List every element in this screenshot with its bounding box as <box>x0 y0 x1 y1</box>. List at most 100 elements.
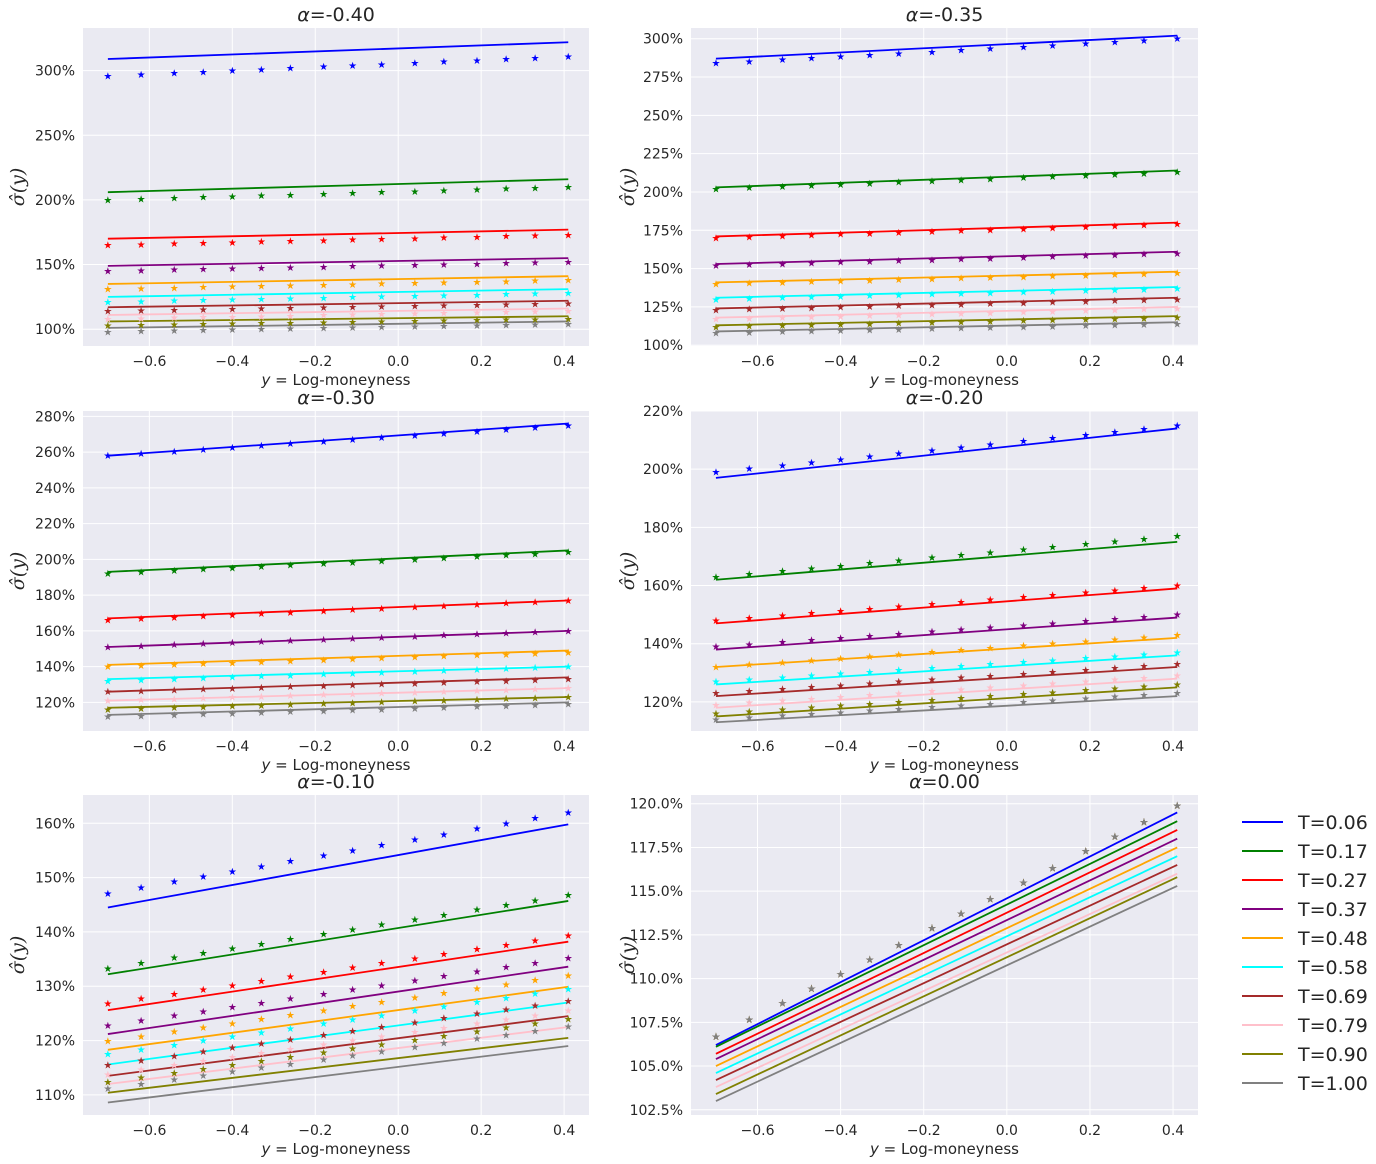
y-tick-label: 175% <box>643 223 683 239</box>
x-axis-rest: = Log-moneyness <box>270 371 410 389</box>
data-point: ★ <box>228 312 237 323</box>
data-point: ★ <box>711 1032 720 1043</box>
data-point: ★ <box>1110 832 1119 843</box>
data-point: ★ <box>957 309 966 320</box>
data-point: ★ <box>377 292 386 303</box>
data-point: ★ <box>1081 271 1090 282</box>
data-point: ★ <box>1081 315 1090 326</box>
data-point: ★ <box>319 929 328 940</box>
data-point: ★ <box>865 691 874 702</box>
x-tick-label: −0.6 <box>740 739 774 755</box>
data-point: ★ <box>531 423 540 434</box>
data-point: ★ <box>228 684 237 695</box>
data-point: ★ <box>531 649 540 660</box>
data-point: ★ <box>531 958 540 969</box>
data-point: ★ <box>170 313 179 324</box>
data-point: ★ <box>257 282 266 293</box>
data-point: ★ <box>286 64 295 75</box>
data-point: ★ <box>228 981 237 992</box>
data-point: ★ <box>137 994 146 1005</box>
data-point: ★ <box>170 1075 179 1086</box>
data-point: ★ <box>103 889 112 900</box>
data-point: ★ <box>865 955 874 966</box>
data-point: ★ <box>170 69 179 80</box>
data-point: ★ <box>1019 42 1028 53</box>
data-point: ★ <box>1019 878 1028 889</box>
data-point: ★ <box>473 824 482 835</box>
data-point: ★ <box>228 1019 237 1030</box>
data-point: ★ <box>1173 249 1182 260</box>
data-point: ★ <box>1048 272 1057 283</box>
data-point: ★ <box>1110 170 1119 181</box>
data-point: ★ <box>439 666 448 677</box>
data-point: ★ <box>928 648 937 659</box>
x-tick-label: −0.2 <box>298 739 332 755</box>
data-point: ★ <box>439 950 448 961</box>
data-point: ★ <box>1139 320 1148 331</box>
data-point: ★ <box>170 320 179 331</box>
data-point: ★ <box>502 980 511 991</box>
data-point: ★ <box>410 431 419 442</box>
data-point: ★ <box>257 609 266 620</box>
data-point: ★ <box>531 299 540 310</box>
data-point: ★ <box>1110 427 1119 438</box>
data-point: ★ <box>228 264 237 275</box>
data-point: ★ <box>1081 616 1090 627</box>
data-point: ★ <box>894 704 903 715</box>
x-tick-label: 0.4 <box>553 354 575 370</box>
data-point: ★ <box>286 691 295 702</box>
data-point: ★ <box>137 70 146 81</box>
data-point: ★ <box>439 1039 448 1050</box>
series-line-T=0.79 <box>107 307 569 316</box>
data-point: ★ <box>439 554 448 565</box>
data-point: ★ <box>137 1079 146 1090</box>
data-point: ★ <box>473 427 482 438</box>
data-point: ★ <box>1019 658 1028 669</box>
data-point: ★ <box>865 51 874 62</box>
data-point: ★ <box>986 683 995 694</box>
data-point: ★ <box>1048 863 1057 874</box>
legend-label: T=0.27 <box>1297 870 1368 892</box>
data-point: ★ <box>1173 421 1182 432</box>
y-tick-label: 112.5% <box>630 928 683 944</box>
data-point: ★ <box>439 652 448 663</box>
data-point: ★ <box>502 676 511 687</box>
series-line-T=1.00 <box>715 321 1178 333</box>
data-point: ★ <box>1019 669 1028 680</box>
data-point: ★ <box>745 305 754 316</box>
data-point: ★ <box>502 321 511 332</box>
data-point: ★ <box>957 701 966 712</box>
data-point: ★ <box>286 994 295 1005</box>
data-point: ★ <box>286 439 295 450</box>
series-line-T=0.06 <box>715 34 1178 60</box>
x-axis-var: y <box>869 1140 880 1158</box>
data-point: ★ <box>836 312 845 323</box>
data-point: ★ <box>348 689 357 700</box>
data-point: ★ <box>170 613 179 624</box>
data-point: ★ <box>1173 284 1182 295</box>
data-point: ★ <box>348 605 357 616</box>
series-line-T=0.69 <box>715 296 1178 310</box>
series-line-T=0.79 <box>715 872 1178 1088</box>
series-line-T=0.37 <box>107 965 569 1035</box>
data-point: ★ <box>778 999 787 1010</box>
data-point: ★ <box>377 302 386 313</box>
subplot-5: −0.6 −0.4 −0.2 0.0 0.2 0.4 110% 120% 130% 140% 150… <box>7 771 589 1158</box>
data-point: ★ <box>564 230 573 241</box>
data-point: ★ <box>410 688 419 699</box>
data-point: ★ <box>103 1084 112 1095</box>
data-point: ★ <box>137 327 146 338</box>
data-point: ★ <box>410 187 419 198</box>
data-point: ★ <box>473 651 482 662</box>
data-point: ★ <box>928 300 937 311</box>
data-point: ★ <box>778 705 787 716</box>
data-point: ★ <box>778 321 787 332</box>
data-point: ★ <box>1110 652 1119 663</box>
data-point: ★ <box>531 693 540 704</box>
series-line-T=0.69 <box>107 1015 569 1077</box>
data-point: ★ <box>894 602 903 613</box>
data-point: ★ <box>199 639 208 650</box>
data-point: ★ <box>836 969 845 980</box>
data-point: ★ <box>928 318 937 329</box>
data-point: ★ <box>137 641 146 652</box>
